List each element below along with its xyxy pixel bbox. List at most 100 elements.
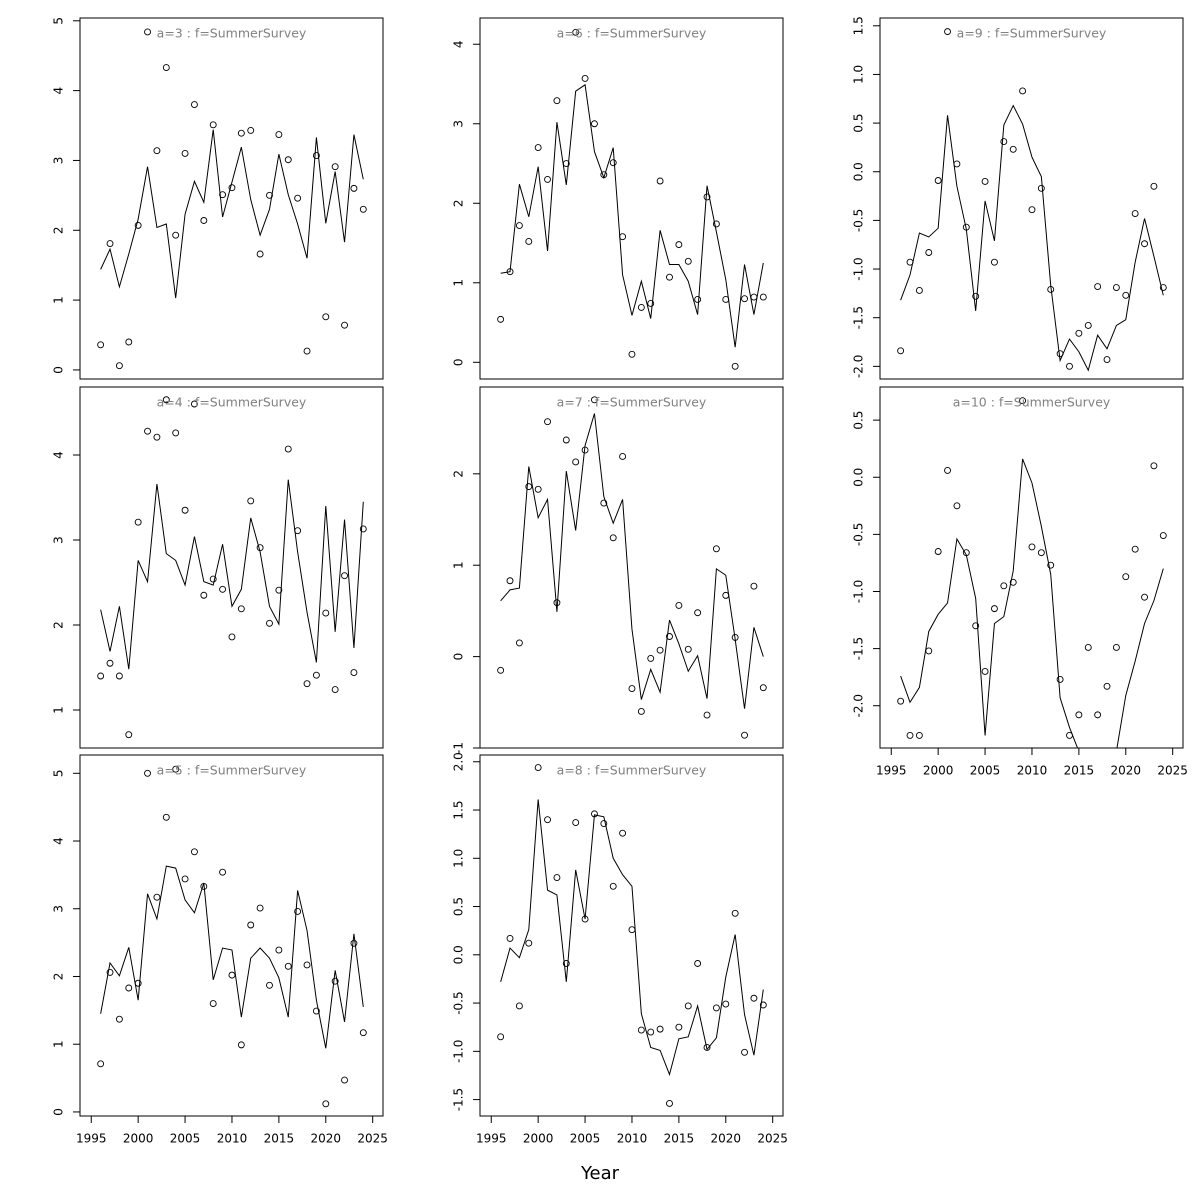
data-point [741, 1048, 748, 1056]
data-point [544, 816, 551, 824]
y-tick-label: 1.5 [852, 16, 866, 35]
data-point [1103, 356, 1111, 363]
y-tick-label: 0 [52, 366, 66, 374]
data-point [1009, 145, 1017, 153]
data-point [1066, 362, 1073, 370]
y-tick-label: 2 [452, 470, 466, 478]
data-point [284, 156, 292, 164]
data-point [647, 1028, 655, 1036]
data-point [115, 362, 123, 370]
panel-plot-area [497, 764, 767, 1107]
data-point [534, 764, 542, 771]
y-tick-label: 4 [52, 87, 66, 95]
data-point [525, 237, 533, 245]
data-point [553, 97, 561, 105]
panel-plot-area [897, 28, 1167, 372]
y-tick-label: 0 [52, 1108, 66, 1116]
data-point [162, 813, 170, 821]
data-point [97, 341, 105, 349]
data-point [284, 445, 292, 453]
data-point [981, 178, 989, 185]
data-point [990, 605, 998, 613]
data-point [312, 152, 320, 160]
data-point [759, 684, 767, 692]
data-point [1094, 283, 1102, 291]
data-point [544, 175, 551, 183]
data-point [666, 633, 673, 640]
data-point [144, 28, 151, 36]
data-point [694, 960, 702, 967]
data-point [1019, 87, 1027, 95]
data-point [134, 221, 142, 229]
data-point [1159, 284, 1167, 291]
data-point [731, 362, 739, 370]
data-point [237, 129, 245, 137]
data-point [266, 191, 273, 199]
data-point [1066, 731, 1073, 739]
y-tick-label: 0.0 [852, 468, 866, 487]
data-point [1000, 138, 1008, 146]
x-tick-label: 2010 [1017, 764, 1048, 778]
data-point [712, 220, 720, 228]
data-point [1131, 545, 1139, 553]
x-tick-label: 2020 [711, 1132, 742, 1146]
panel-frame [479, 386, 784, 749]
data-point [572, 28, 580, 36]
data-point [303, 680, 311, 688]
data-point [219, 585, 227, 593]
data-point [572, 819, 580, 827]
data-point [972, 622, 980, 630]
y-tick-label: 4 [52, 837, 66, 845]
data-point [1056, 350, 1064, 358]
y-tick-label: 5 [52, 769, 66, 777]
y-tick-label: 5 [52, 17, 66, 25]
data-point [1056, 676, 1064, 683]
y-tick-label: 0.5 [852, 114, 866, 133]
data-point [506, 577, 514, 585]
data-point [1084, 322, 1092, 329]
panel-frame [879, 386, 1184, 749]
x-axis-label: Year [580, 1163, 620, 1184]
data-point [637, 303, 645, 311]
data-point [331, 163, 339, 171]
x-tick-label: 2015 [664, 1132, 695, 1146]
x-tick-label: 2015 [264, 1132, 295, 1146]
y-tick-label: 1 [452, 561, 466, 569]
data-point [619, 453, 627, 460]
y-tick-label: 1.0 [452, 849, 466, 868]
data-point [1122, 573, 1130, 581]
data-point [97, 1060, 105, 1068]
data-point [656, 646, 664, 654]
data-point [172, 765, 180, 773]
data-point [628, 926, 636, 934]
x-tick-label: 2025 [757, 1132, 788, 1146]
data-point [209, 121, 217, 129]
data-point [153, 433, 161, 441]
data-point [294, 194, 302, 202]
data-point [266, 981, 273, 989]
data-point [106, 240, 114, 247]
y-tick-label: -1.0 [852, 257, 866, 280]
data-point [515, 1002, 523, 1010]
data-point [181, 875, 189, 883]
panel-title: a=4 : f=SummerSurvey [157, 395, 307, 410]
data-point [562, 160, 570, 167]
data-point [134, 979, 142, 987]
data-point [925, 249, 933, 256]
data-point [647, 300, 655, 307]
data-point [544, 418, 551, 426]
data-point [694, 609, 702, 617]
data-point [350, 184, 358, 192]
data-point [684, 1002, 692, 1010]
data-point [666, 1100, 673, 1107]
y-tick-label: -1.5 [852, 306, 866, 329]
data-point [712, 1004, 720, 1012]
data-point [1150, 462, 1158, 470]
data-point [590, 120, 598, 128]
data-point [944, 28, 951, 36]
data-point [247, 126, 255, 134]
data-point [1019, 397, 1027, 405]
data-point [219, 191, 227, 199]
data-point [181, 150, 189, 157]
panel-plot-area [497, 396, 767, 739]
